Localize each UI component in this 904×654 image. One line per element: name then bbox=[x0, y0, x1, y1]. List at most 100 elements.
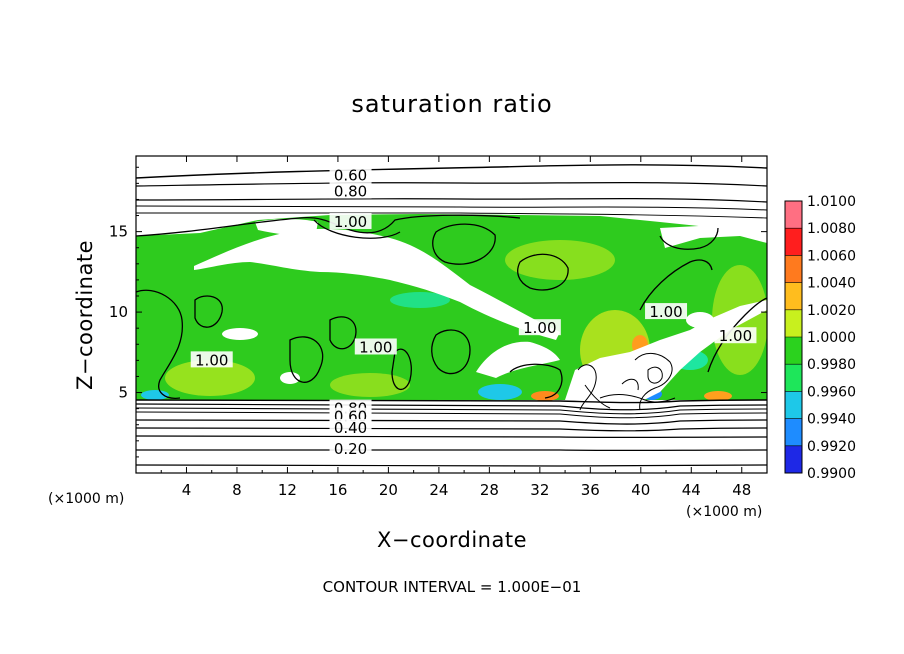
x-axis-label: X−coordinate bbox=[377, 528, 527, 552]
colorbar-label: 0.9940 bbox=[807, 412, 856, 428]
contour-label-bg bbox=[190, 351, 233, 368]
contour-label: 1.00 bbox=[649, 303, 682, 321]
contour-line bbox=[707, 297, 767, 373]
x-tick-label: 24 bbox=[429, 481, 448, 499]
contour-line bbox=[647, 366, 663, 384]
colorbar-label: 0.9960 bbox=[807, 384, 856, 400]
contour-line bbox=[639, 259, 713, 311]
contour-labels: 0.600.801.001.001.001.001.001.000.800.60… bbox=[190, 166, 757, 458]
field-white-spot bbox=[222, 328, 258, 340]
turbulent-contours bbox=[577, 353, 676, 411]
contour-line bbox=[289, 336, 324, 383]
contour-line bbox=[136, 427, 767, 432]
contour-label: 0.80 bbox=[334, 182, 367, 200]
colorbar-segment bbox=[785, 445, 802, 473]
contour-label-bg bbox=[329, 182, 372, 199]
contour-label: 0.60 bbox=[334, 166, 367, 184]
contour-label-bg bbox=[518, 319, 561, 336]
colorbar-segment bbox=[785, 391, 802, 419]
colorbar-segment bbox=[785, 282, 802, 310]
colorbar-label: 1.0060 bbox=[807, 248, 856, 264]
colorbar-label: 1.0100 bbox=[807, 194, 856, 210]
contour-label-bg bbox=[329, 418, 372, 435]
contour-label-bg bbox=[329, 439, 372, 456]
contour-line bbox=[634, 353, 673, 411]
upper-contours bbox=[136, 164, 767, 219]
contour-line bbox=[136, 214, 521, 237]
contour-label: 1.00 bbox=[719, 327, 752, 345]
contour-interval-note: CONTOUR INTERVAL = 1.000E−01 bbox=[323, 578, 582, 596]
contour-label-bg bbox=[329, 212, 372, 229]
contour-line bbox=[136, 435, 767, 439]
x-axis: 4 8 12 16 20 24 28 32 36 40 44 48 bbox=[160, 156, 751, 499]
contour-label-bg bbox=[329, 166, 372, 183]
x-tick-label: 36 bbox=[581, 481, 600, 499]
field-white-spot bbox=[686, 312, 714, 328]
x-tick-label: 8 bbox=[232, 481, 242, 499]
chart-title: saturation ratio bbox=[351, 90, 552, 118]
contour-line bbox=[621, 378, 639, 391]
lower-contours bbox=[136, 399, 767, 467]
colorbar-label: 1.0040 bbox=[807, 276, 856, 292]
contour-line bbox=[509, 363, 563, 399]
x-tick-label: 28 bbox=[480, 481, 499, 499]
contour-label: 1.00 bbox=[359, 338, 392, 356]
y-axis: 5 10 15 bbox=[109, 166, 767, 458]
contour-line bbox=[391, 348, 412, 390]
field-white-chaos bbox=[565, 300, 767, 402]
x-tick-label: 32 bbox=[530, 481, 549, 499]
contour-label: 0.20 bbox=[334, 440, 367, 458]
x-tick-label: 20 bbox=[379, 481, 398, 499]
cloud-contours bbox=[136, 214, 767, 399]
contour-line bbox=[431, 329, 471, 375]
x-tick-label: 12 bbox=[278, 481, 297, 499]
field-yellow-patch bbox=[165, 360, 255, 396]
contour-label-bg bbox=[354, 338, 397, 355]
contour-line bbox=[329, 316, 357, 350]
colorbar-segment bbox=[785, 201, 802, 229]
contour-line bbox=[517, 253, 569, 291]
contour-line bbox=[136, 419, 767, 425]
contour-label: 1.00 bbox=[523, 319, 556, 337]
field-white-notch bbox=[476, 341, 560, 378]
field-orange-patch bbox=[704, 391, 732, 401]
contour-line bbox=[136, 407, 767, 415]
field-cyan-patch bbox=[478, 384, 522, 400]
field-cyan-patch bbox=[141, 390, 169, 400]
y-tick-label: 10 bbox=[109, 303, 128, 321]
colorbar: 1.0100 1.0080 1.0060 1.0040 1.0020 1.0000 0.99… bbox=[784, 194, 856, 482]
colorbar-label: 0.9920 bbox=[807, 439, 856, 455]
contour-label-bg bbox=[714, 327, 757, 344]
contour-label: 0.40 bbox=[334, 419, 367, 437]
contour-line bbox=[136, 198, 767, 203]
contour-line bbox=[136, 212, 767, 219]
colorbar-segment bbox=[785, 255, 802, 283]
contour-line bbox=[136, 182, 767, 187]
colorbar-label: 1.0020 bbox=[807, 303, 856, 319]
plot-area: 0.600.801.001.001.001.001.001.000.800.60… bbox=[135, 155, 768, 474]
x-tick-label: 40 bbox=[631, 481, 650, 499]
colorbar-segment bbox=[785, 337, 802, 365]
colorbar-label: 1.0080 bbox=[807, 221, 856, 237]
field-cyan-patch bbox=[390, 292, 450, 308]
field-yellow-patch bbox=[330, 373, 410, 397]
plot-frame bbox=[135, 155, 768, 474]
contour-label: 1.00 bbox=[195, 351, 228, 369]
y-tick-label: 5 bbox=[118, 384, 128, 402]
contour-label-bg bbox=[645, 303, 688, 320]
contour-line bbox=[136, 411, 767, 419]
contour-label: 1.00 bbox=[334, 213, 367, 231]
x-unit-left: (×1000 m) bbox=[48, 491, 124, 507]
colorbar-segment bbox=[785, 309, 802, 337]
colorbar-segment bbox=[785, 418, 802, 446]
colorbar-label: 0.9900 bbox=[807, 466, 856, 482]
contour-line bbox=[136, 399, 767, 404]
contour-line bbox=[136, 205, 767, 211]
colorbar-label: 1.0000 bbox=[807, 330, 856, 346]
field-orange-patch bbox=[531, 391, 559, 401]
contour-line bbox=[659, 227, 719, 250]
contour-line bbox=[136, 464, 767, 467]
field-white-top-right bbox=[660, 225, 767, 248]
x-tick-label: 4 bbox=[182, 481, 192, 499]
